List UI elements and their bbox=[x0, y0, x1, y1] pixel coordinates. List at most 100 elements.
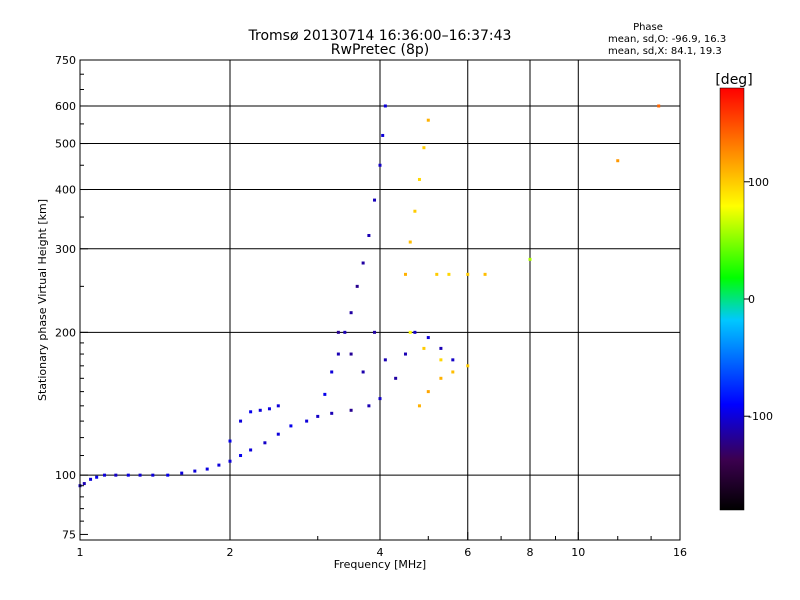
colorbar-label: [deg] bbox=[715, 72, 752, 88]
data-point bbox=[323, 392, 327, 396]
data-point bbox=[228, 439, 232, 443]
data-point bbox=[394, 376, 398, 380]
data-point bbox=[239, 419, 243, 423]
data-point bbox=[417, 404, 421, 408]
y-axis-label: Stationary phase Virtual Height [km] bbox=[36, 199, 49, 401]
data-point bbox=[193, 469, 197, 473]
data-point bbox=[249, 410, 253, 414]
data-point bbox=[349, 311, 353, 315]
data-point bbox=[355, 284, 359, 288]
data-point bbox=[336, 352, 340, 356]
data-point bbox=[413, 330, 417, 334]
x-axis-label: Frequency [MHz] bbox=[334, 558, 426, 571]
data-point bbox=[349, 408, 353, 412]
colorbar-tick-label: 100 bbox=[748, 176, 769, 189]
data-point bbox=[408, 240, 412, 244]
data-point bbox=[228, 459, 232, 463]
data-point bbox=[289, 424, 293, 428]
data-point bbox=[422, 146, 426, 150]
data-point bbox=[217, 463, 221, 467]
data-point bbox=[435, 272, 439, 276]
data-point bbox=[361, 370, 365, 374]
data-point bbox=[103, 473, 107, 477]
data-point bbox=[180, 471, 184, 475]
data-point bbox=[316, 414, 320, 418]
data-point bbox=[413, 209, 417, 213]
phase-mean-o: mean, sd,O: -96.9, 16.3 bbox=[608, 34, 726, 45]
data-point bbox=[349, 352, 353, 356]
y-tick-label: 75 bbox=[62, 528, 76, 541]
data-point bbox=[466, 272, 470, 276]
y-tick-label: 300 bbox=[55, 243, 76, 256]
data-point bbox=[616, 159, 620, 163]
data-point bbox=[378, 163, 382, 167]
data-point bbox=[263, 441, 267, 445]
data-point bbox=[126, 473, 130, 477]
y-tick-label: 200 bbox=[55, 326, 76, 339]
data-point bbox=[383, 104, 387, 108]
y-tick-label: 600 bbox=[55, 100, 76, 113]
data-point bbox=[439, 358, 443, 362]
data-point bbox=[114, 473, 118, 477]
data-point bbox=[383, 358, 387, 362]
data-point bbox=[439, 346, 443, 350]
x-tick-label: 4 bbox=[377, 546, 384, 559]
data-point bbox=[426, 118, 430, 122]
data-point bbox=[95, 475, 99, 479]
data-point bbox=[403, 352, 407, 356]
data-point bbox=[408, 330, 412, 334]
data-point bbox=[439, 376, 443, 380]
x-tick-label: 1 bbox=[77, 546, 84, 559]
data-point bbox=[151, 473, 155, 477]
data-point bbox=[657, 104, 661, 108]
x-tick-label: 2 bbox=[227, 546, 234, 559]
data-point bbox=[205, 467, 209, 471]
chart-title: Tromsø 20130714 16:36:00–16:37:43 bbox=[248, 28, 512, 44]
data-point bbox=[373, 198, 377, 202]
grid bbox=[80, 60, 680, 540]
data-point bbox=[381, 133, 385, 137]
data-point bbox=[422, 346, 426, 350]
data-point bbox=[367, 233, 371, 237]
x-axis-ticks: 1 2 4 6 8 10 16 bbox=[77, 532, 687, 559]
colorbar bbox=[719, 87, 745, 511]
data-point bbox=[361, 261, 365, 265]
data-point bbox=[82, 482, 86, 486]
data-point bbox=[305, 419, 309, 423]
data-point bbox=[466, 364, 470, 368]
data-point bbox=[426, 336, 430, 340]
y-tick-label: 750 bbox=[55, 54, 76, 67]
phase-mean-x: mean, sd,X: 84.1, 19.3 bbox=[608, 46, 722, 57]
x-tick-label: 10 bbox=[571, 546, 585, 559]
y-tick-label: 100 bbox=[55, 469, 76, 482]
y-axis-ticks: 75 100 200 300 400 500 600 750 bbox=[55, 54, 88, 541]
colorbar-tick-label: -100 bbox=[748, 410, 773, 423]
data-point bbox=[267, 407, 271, 411]
data-point bbox=[426, 390, 430, 394]
data-point bbox=[258, 408, 262, 412]
data-point bbox=[417, 177, 421, 181]
data-point bbox=[451, 370, 455, 374]
data-point bbox=[276, 404, 280, 408]
data-point bbox=[166, 473, 170, 477]
data-point bbox=[528, 257, 532, 261]
data-point bbox=[483, 272, 487, 276]
y-tick-label: 500 bbox=[55, 138, 76, 151]
data-point bbox=[403, 272, 407, 276]
y-tick-label: 400 bbox=[55, 184, 76, 197]
data-point bbox=[378, 397, 382, 401]
data-point bbox=[138, 473, 142, 477]
data-point bbox=[336, 330, 340, 334]
colorbar-ticks: 100 0 -100 bbox=[744, 176, 773, 423]
data-point bbox=[239, 454, 243, 458]
data-point bbox=[89, 477, 93, 481]
colorbar-tick-label: 0 bbox=[748, 293, 755, 306]
data-point bbox=[330, 411, 334, 415]
chart-subtitle: RwPretec (8p) bbox=[331, 42, 429, 58]
x-tick-label: 16 bbox=[673, 546, 687, 559]
data-point bbox=[330, 370, 334, 374]
data-point bbox=[249, 448, 253, 452]
data-point bbox=[343, 330, 347, 334]
phase-heading: Phase bbox=[633, 22, 663, 33]
data-points bbox=[78, 104, 661, 488]
